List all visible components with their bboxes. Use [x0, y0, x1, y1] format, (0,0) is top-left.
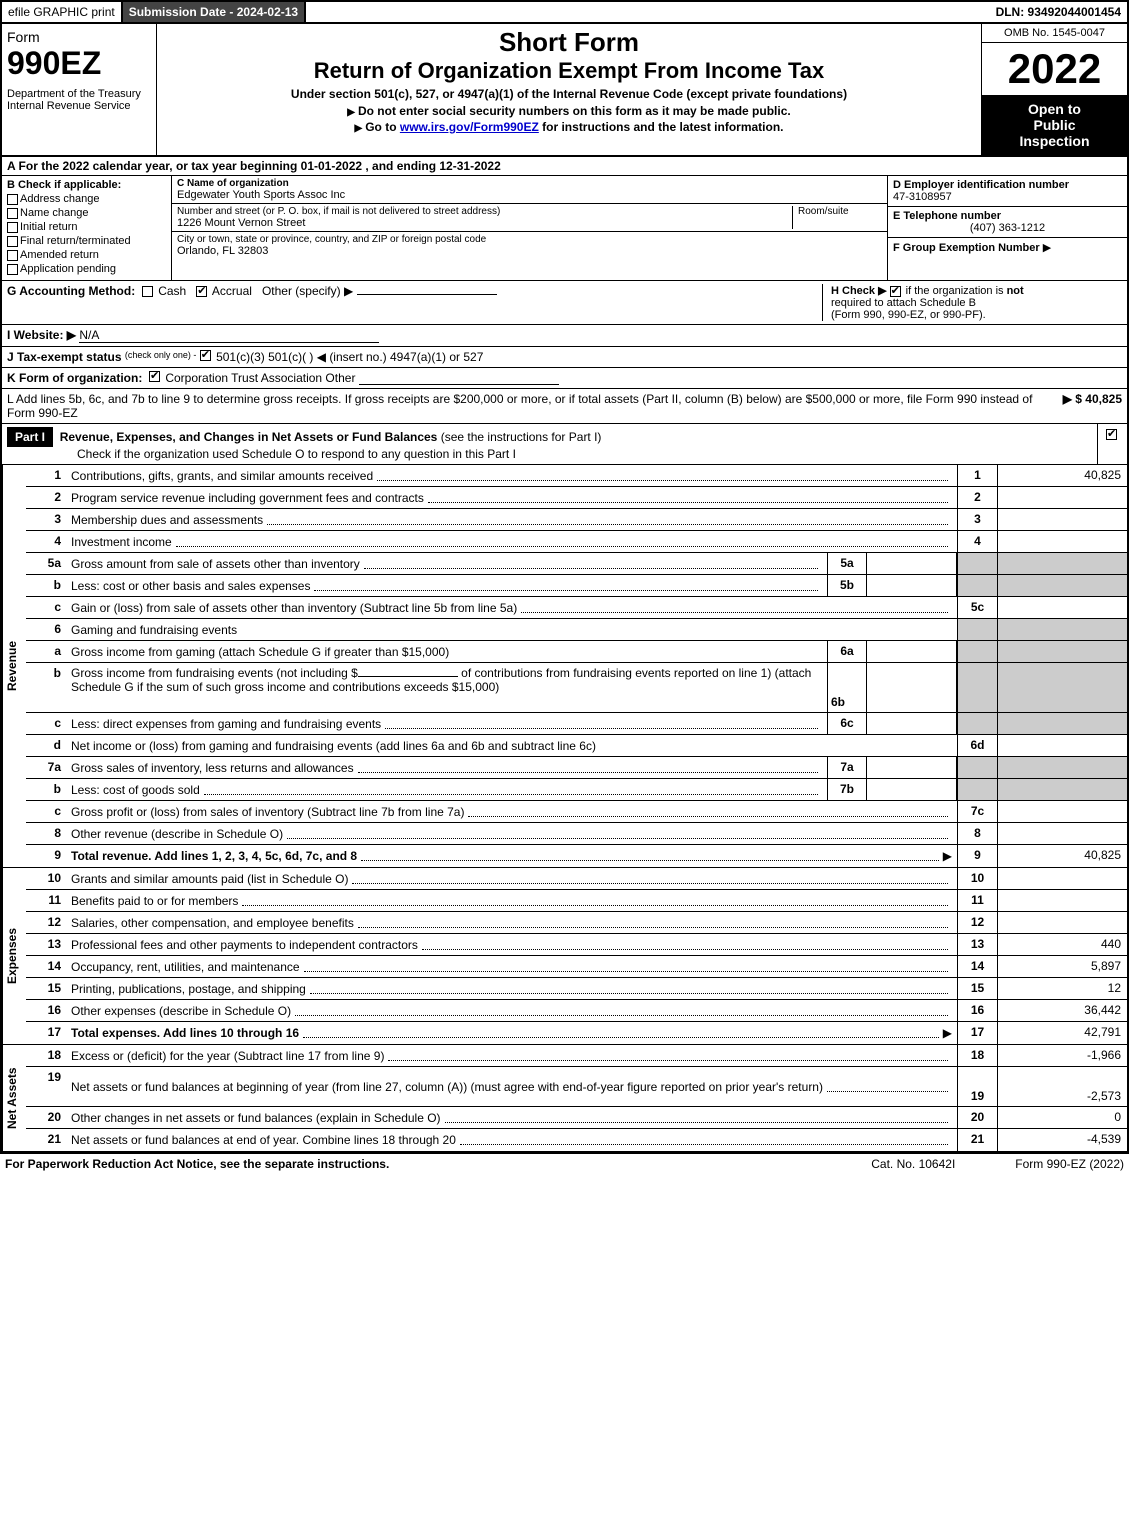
col-c: C Name of organization Edgewater Youth S…	[172, 176, 887, 280]
chk-address[interactable]: Address change	[7, 193, 166, 205]
part1-table: Revenue 1Contributions, gifts, grants, a…	[0, 465, 1129, 1153]
val-17: 42,791	[997, 1022, 1127, 1044]
website: N/A	[79, 328, 379, 343]
cat-no: Cat. No. 10642I	[871, 1157, 955, 1171]
row-j: J Tax-exempt status (check only one) - 5…	[0, 347, 1129, 368]
irs-label: Internal Revenue Service	[7, 100, 151, 112]
tax-year: 2022	[982, 43, 1127, 95]
under-section: Under section 501(c), 527, or 4947(a)(1)…	[160, 87, 978, 101]
chk-corp[interactable]	[149, 371, 160, 382]
omb-number: OMB No. 1545-0047	[982, 24, 1127, 43]
side-revenue: Revenue	[2, 465, 26, 867]
val-1: 40,825	[997, 465, 1127, 486]
section-bcd: B Check if applicable: Address change Na…	[0, 176, 1129, 281]
tel-row: E Telephone number (407) 363-1212	[888, 207, 1127, 238]
chk-cash[interactable]	[142, 286, 153, 297]
val-20: 0	[997, 1107, 1127, 1128]
header-left: Form 990EZ Department of the Treasury In…	[2, 24, 157, 155]
row-k: K Form of organization: Corporation Trus…	[0, 368, 1129, 389]
ein-row: D Employer identification number 47-3108…	[888, 176, 1127, 207]
val-19: -2,573	[997, 1067, 1127, 1106]
gross-receipts: ▶ $ 40,825	[1063, 392, 1122, 420]
form-word: Form	[7, 29, 151, 45]
ein: 47-3108957	[893, 191, 1122, 203]
submission-date: Submission Date - 2024-02-13	[123, 2, 306, 22]
irs-link[interactable]: www.irs.gov/Form990EZ	[400, 120, 539, 134]
chk-name[interactable]: Name change	[7, 207, 166, 219]
val-16: 36,442	[997, 1000, 1127, 1021]
dln: DLN: 93492044001454	[990, 2, 1127, 22]
dept-label: Department of the Treasury	[7, 88, 151, 100]
row-i: I Website: ▶ N/A	[0, 325, 1129, 347]
col-b: B Check if applicable: Address change Na…	[2, 176, 172, 280]
part1-header: Part I Revenue, Expenses, and Changes in…	[0, 424, 1129, 465]
chk-schedule-b[interactable]	[890, 286, 901, 297]
val-15: 12	[997, 978, 1127, 999]
chk-amended[interactable]: Amended return	[7, 249, 166, 261]
chk-pending[interactable]: Application pending	[7, 263, 166, 275]
org-name: Edgewater Youth Sports Assoc Inc	[177, 189, 345, 201]
chk-accrual[interactable]	[196, 286, 207, 297]
city-row: City or town, state or province, country…	[172, 232, 887, 259]
city: Orlando, FL 32803	[177, 245, 486, 257]
page-footer: For Paperwork Reduction Act Notice, see …	[0, 1153, 1129, 1174]
val-18: -1,966	[997, 1045, 1127, 1066]
short-form-title: Short Form	[160, 27, 978, 58]
return-title: Return of Organization Exempt From Incom…	[160, 58, 978, 84]
open-public-box: Open to Public Inspection	[982, 95, 1127, 155]
val-13: 440	[997, 934, 1127, 955]
col-b-title: B Check if applicable:	[7, 179, 166, 191]
efile-label: efile GRAPHIC print	[2, 2, 123, 22]
col-d: D Employer identification number 47-3108…	[887, 176, 1127, 280]
chk-initial[interactable]: Initial return	[7, 221, 166, 233]
street: 1226 Mount Vernon Street	[177, 217, 792, 229]
row-l: L Add lines 5b, 6c, and 7b to line 9 to …	[0, 389, 1129, 424]
chk-501c3[interactable]	[200, 350, 211, 361]
val-14: 5,897	[997, 956, 1127, 977]
telephone: (407) 363-1212	[893, 222, 1122, 234]
side-netassets: Net Assets	[2, 1045, 26, 1151]
line-a: A For the 2022 calendar year, or tax yea…	[0, 157, 1129, 176]
pra-notice: For Paperwork Reduction Act Notice, see …	[5, 1157, 871, 1171]
side-expenses: Expenses	[2, 868, 26, 1044]
top-bar: efile GRAPHIC print Submission Date - 20…	[0, 0, 1129, 24]
row-gh: G Accounting Method: Cash Accrual Other …	[0, 281, 1129, 325]
header-center: Short Form Return of Organization Exempt…	[157, 24, 982, 155]
form-number: 990EZ	[7, 45, 151, 82]
ssn-warning: Do not enter social security numbers on …	[160, 104, 978, 118]
goto-instruction: Go to www.irs.gov/Form990EZ for instruct…	[160, 120, 978, 134]
street-row: Number and street (or P. O. box, if mail…	[172, 204, 887, 232]
form-ref: Form 990-EZ (2022)	[1015, 1157, 1124, 1171]
header-right: OMB No. 1545-0047 2022 Open to Public In…	[982, 24, 1127, 155]
part1-label: Part I	[7, 427, 53, 447]
org-name-row: C Name of organization Edgewater Youth S…	[172, 176, 887, 204]
form-header: Form 990EZ Department of the Treasury In…	[0, 24, 1129, 157]
chk-final[interactable]: Final return/terminated	[7, 235, 166, 247]
chk-schedule-o[interactable]	[1106, 429, 1117, 440]
val-21: -4,539	[997, 1129, 1127, 1151]
group-row: F Group Exemption Number ▶	[888, 238, 1127, 257]
val-9: 40,825	[997, 845, 1127, 867]
